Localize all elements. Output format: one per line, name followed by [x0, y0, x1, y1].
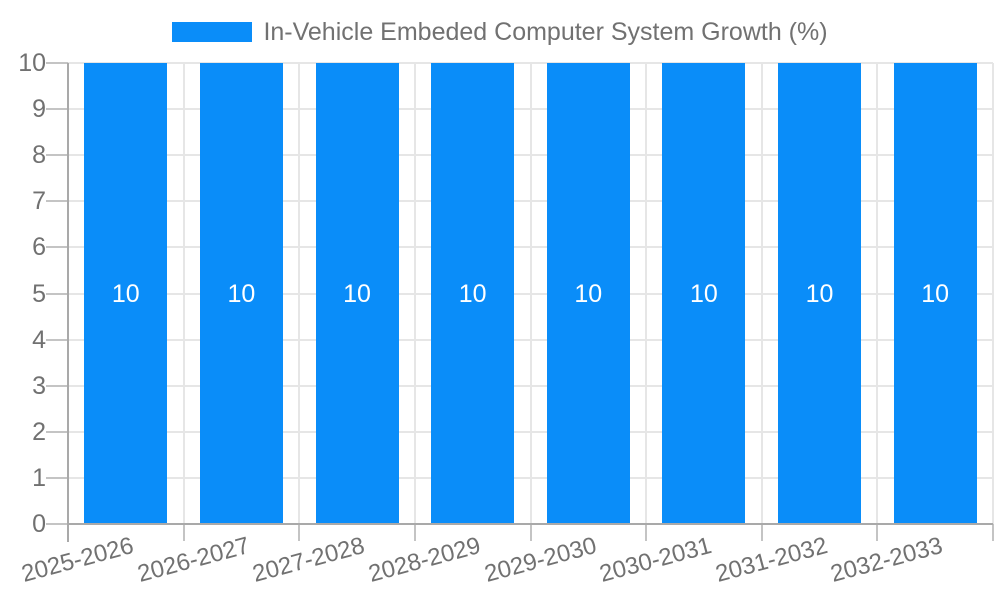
y-tick-mark: [46, 338, 68, 341]
v-gridline: [645, 63, 648, 524]
y-tick-mark: [46, 430, 68, 433]
y-tick-label: 4: [32, 325, 46, 354]
bar[interactable]: [546, 63, 630, 524]
legend-swatch-icon: [172, 22, 253, 42]
legend-label: In-Vehicle Embeded Computer System Growt…: [263, 17, 828, 46]
y-tick-mark: [46, 154, 68, 157]
x-tick-mark: [529, 524, 532, 541]
v-gridline: [992, 63, 994, 524]
x-tick-mark: [760, 524, 763, 541]
bar-value-label: 10: [805, 279, 834, 308]
x-tick-mark: [413, 524, 416, 541]
bar[interactable]: [199, 63, 283, 524]
v-gridline: [876, 63, 879, 524]
bar-value-label: 10: [690, 279, 718, 308]
bar-value-label: 10: [111, 279, 140, 308]
x-tick-mark: [645, 524, 648, 541]
v-gridline: [760, 63, 763, 524]
x-axis-line: [68, 523, 993, 525]
y-tick-mark: [46, 246, 68, 249]
x-category-label: 2028-2029: [365, 532, 484, 588]
y-tick-label: 6: [32, 233, 46, 262]
v-gridline: [413, 63, 416, 524]
chart-legend: In-Vehicle Embeded Computer System Growt…: [0, 17, 1000, 47]
bar[interactable]: [778, 63, 862, 524]
bar[interactable]: [431, 63, 515, 524]
x-category-label: 2029-2030: [481, 532, 600, 588]
bar-value-label: 10: [574, 279, 603, 308]
x-tick-mark: [298, 524, 301, 541]
x-tick-mark: [876, 524, 879, 541]
x-tick-mark: [992, 524, 994, 541]
v-gridline: [298, 63, 301, 524]
y-tick-label: 2: [32, 417, 46, 446]
y-tick-label: 10: [18, 49, 46, 77]
legend-item[interactable]: In-Vehicle Embeded Computer System Growt…: [172, 17, 828, 47]
x-tick-mark: [182, 524, 185, 541]
v-gridline: [529, 63, 532, 524]
x-category-label: 2030-2031: [596, 532, 715, 588]
x-category-label: 2032-2033: [828, 532, 946, 588]
bar[interactable]: [893, 63, 977, 524]
y-tick-label: 1: [32, 463, 46, 492]
bar[interactable]: [662, 63, 746, 524]
bar-value-label: 10: [921, 279, 950, 308]
v-gridline: [182, 63, 185, 524]
y-tick-label: 9: [32, 95, 46, 124]
y-tick-mark: [46, 200, 68, 203]
x-category-label: 2026-2027: [134, 532, 253, 588]
x-category-label: 2027-2028: [249, 532, 368, 588]
y-tick-mark: [46, 384, 68, 387]
y-tick-mark: [46, 292, 68, 295]
x-category-label: 2025-2026: [18, 532, 137, 588]
y-tick-label: 5: [32, 279, 46, 308]
y-tick-label: 0: [32, 510, 46, 538]
y-tick-mark: [46, 108, 68, 111]
y-tick-mark: [46, 476, 68, 479]
y-tick-label: 8: [32, 141, 46, 170]
bar-value-label: 10: [227, 279, 256, 308]
bar-value-label: 10: [458, 279, 487, 308]
y-tick-mark: [46, 62, 68, 64]
y-tick-mark: [46, 523, 68, 525]
y-tick-label: 3: [32, 371, 46, 400]
y-axis-line: [67, 63, 69, 542]
y-tick-label: 7: [32, 187, 46, 216]
x-category-label: 2031-2032: [712, 532, 831, 588]
bar[interactable]: [84, 63, 168, 524]
bar[interactable]: [315, 63, 399, 524]
bar-value-label: 10: [343, 279, 371, 308]
